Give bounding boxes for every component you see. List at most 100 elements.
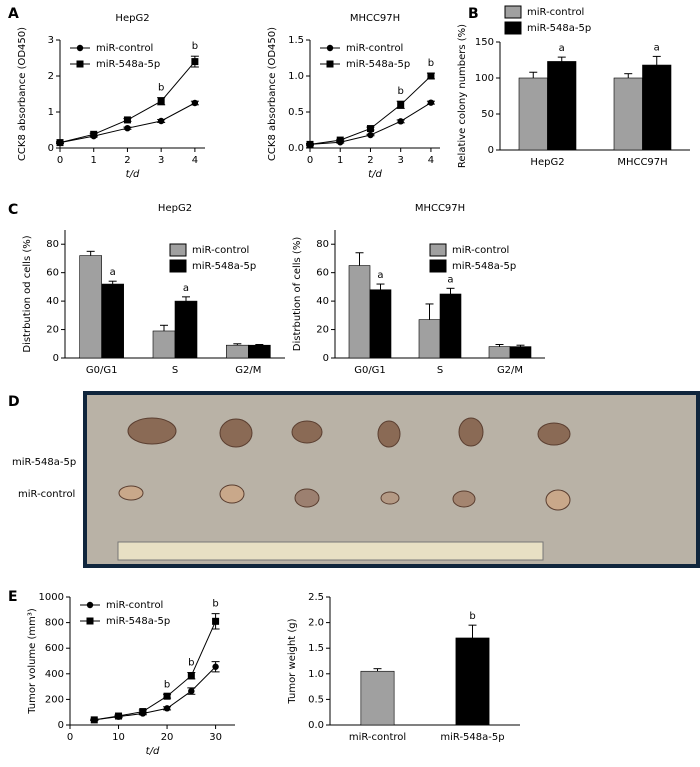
x-tick-label: G2/M [235,365,261,376]
bar [488,346,511,359]
y-tick-label: 0.0 [308,720,324,731]
photo-frame [83,391,700,568]
legend-label: miR-control [452,245,509,256]
legend-marker [76,60,84,68]
x-axis-label: t/d [126,169,140,180]
panel-label: D [8,394,20,410]
x-tick-label: 20 [161,732,174,743]
legend-label: miR-548a-5p [96,59,160,70]
x-tick-label: 30 [209,732,222,743]
bar [174,300,198,359]
bar [348,265,371,359]
bar [152,330,176,359]
annotation: a [183,283,189,294]
panel-label: B [468,6,479,22]
y-tick-label: 50 [481,109,494,120]
annotation: b [164,679,170,690]
chart-title: HepG2 [158,203,192,214]
x-tick-label: G0/G1 [354,365,386,376]
x-tick-label: 3 [158,155,164,166]
bar [455,637,490,726]
y-tick-label: 100 [475,73,494,84]
annotation: a [377,270,383,281]
legend-marker [326,44,334,52]
y-tick-label: 60 [46,268,59,279]
x-tick-label: 1 [91,155,97,166]
annotation: b [188,658,194,669]
x-tick-label: 1 [337,155,343,166]
point [90,130,98,138]
y-tick-label: 80 [316,239,329,250]
y-tick-label: 800 [45,618,64,629]
point [191,99,199,107]
legend-swatch [169,243,187,257]
row-label: miR-548a-5p [12,457,76,468]
point [123,116,131,124]
y-tick-label: 1.5 [288,35,304,46]
y-axis-label: Tumor weight (g) [287,618,298,704]
y-tick-label: 0.5 [308,694,324,705]
legend-marker [76,44,84,52]
point [56,139,64,147]
y-tick-label: 2.0 [308,618,324,629]
y-axis-label: Distrbution od cells (%) [22,235,33,352]
row-label: miR-control [18,489,75,500]
point [212,663,219,670]
y-tick-label: 0 [53,353,59,364]
x-tick-label: 0 [67,732,73,743]
y-tick-label: 0 [58,720,64,731]
bar [369,289,392,359]
bar [642,64,672,151]
point [366,125,374,133]
annotation: b [398,86,404,97]
annotation: b [212,599,218,610]
bar [547,61,577,151]
panel-label: A [8,6,19,22]
bar [360,670,395,726]
y-tick-label: 400 [45,669,64,680]
legend-marker [86,601,94,609]
y-tick-label: 0.5 [288,107,304,118]
annotation: a [559,43,565,54]
y-tick-label: 1.0 [288,71,304,82]
x-tick-label: MHCC97H [617,157,667,168]
bar [509,346,532,359]
chart-title: MHCC97H [350,13,400,24]
legend-label: miR-548a-5p [106,616,170,627]
annotation: a [654,42,660,53]
legend-marker [326,60,334,68]
legend-label: miR-control [192,245,249,256]
y-tick-label: 20 [46,325,59,336]
annotation: b [469,611,475,622]
x-tick-label: miR-548a-5p [440,732,504,743]
legend-marker [86,617,94,625]
y-tick-label: 80 [46,239,59,250]
point [306,140,314,148]
y-tick-label: 1 [48,107,54,118]
bar [101,283,124,359]
x-tick-label: 2 [124,155,130,166]
x-tick-label: G0/G1 [86,365,118,376]
annotation: a [110,267,116,278]
point [139,708,147,716]
annotation: b [428,58,434,69]
point [397,118,404,125]
legend-swatch [169,259,187,273]
y-tick-label: 1000 [39,592,64,603]
y-tick-label: 0.0 [288,143,304,154]
legend-swatch [429,243,447,257]
x-tick-label: 3 [398,155,404,166]
tumors [118,417,571,511]
legend-label: miR-control [106,600,163,611]
y-tick-label: 1.5 [308,643,324,654]
bar [418,319,441,359]
x-tick-label: HepG2 [530,157,564,168]
y-tick-label: 60 [316,268,329,279]
y-tick-label: 2 [48,71,54,82]
point [157,97,165,105]
x-tick-label: miR-control [349,732,406,743]
x-tick-label: 4 [192,155,198,166]
photo-panel [83,391,700,568]
legend-label: miR-548a-5p [192,261,256,272]
legend-swatch [504,5,522,19]
